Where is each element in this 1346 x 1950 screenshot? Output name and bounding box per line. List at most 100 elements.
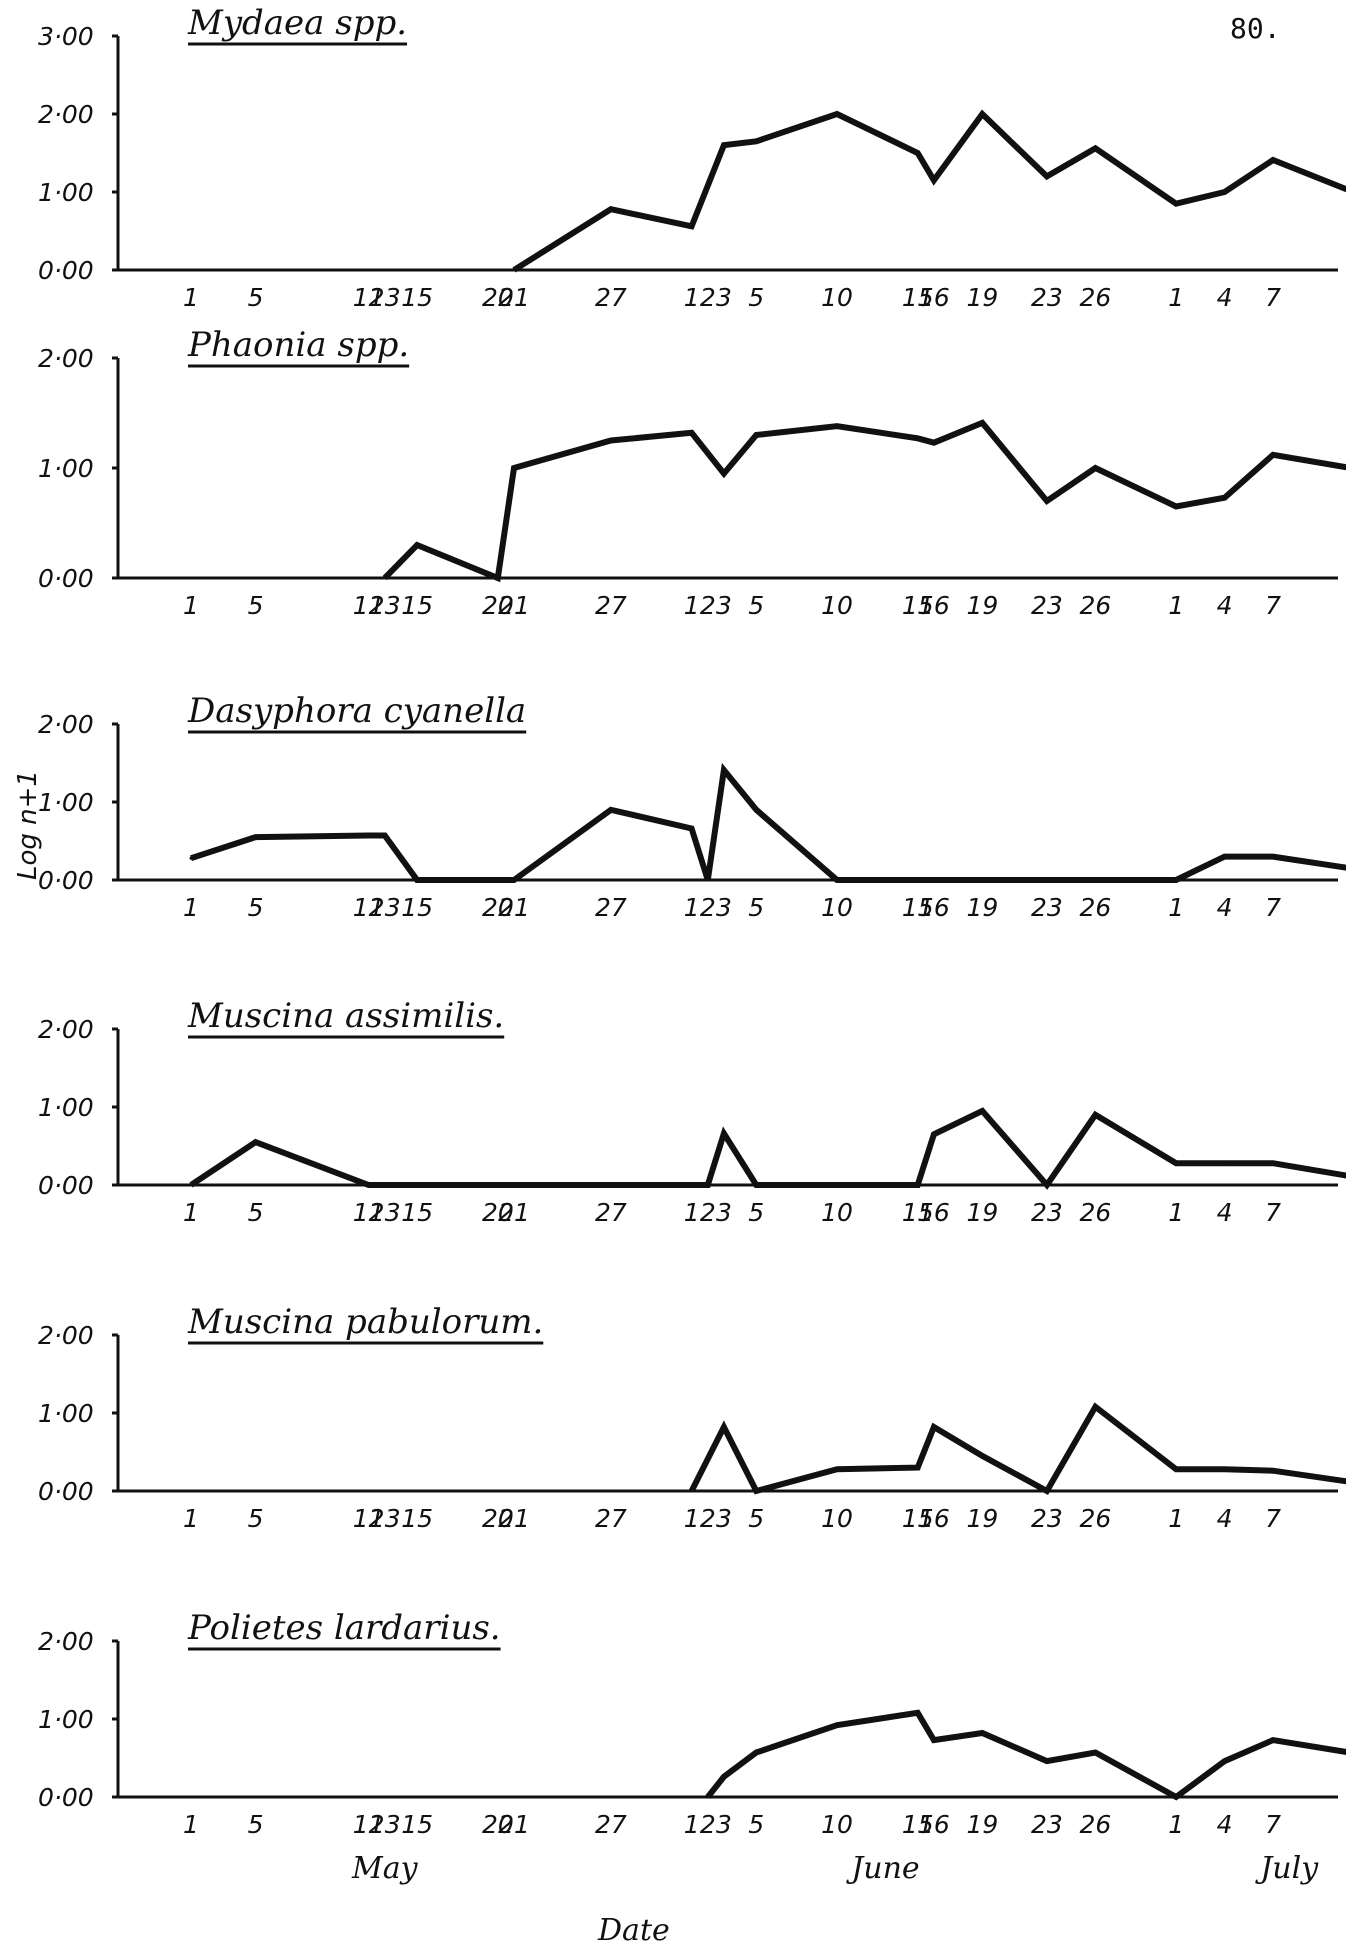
x-tick-label: 1 — [183, 1810, 199, 1839]
panel-title: Dasyphora cyanella — [187, 691, 526, 731]
data-point — [932, 1425, 936, 1429]
x-tick-label: 26 — [1079, 1810, 1111, 1839]
x-tick-label: 21 — [498, 283, 530, 312]
x-tick-label: 3 — [716, 1504, 732, 1533]
data-point — [754, 1489, 758, 1493]
y-tick-label: 1·00 — [38, 1399, 94, 1428]
data-point — [932, 1738, 936, 1742]
x-tick-label: 10 — [821, 283, 853, 312]
x-tick-label: 5 — [248, 1504, 264, 1533]
data-point — [706, 878, 710, 882]
x-tick-label: 1 — [183, 283, 199, 312]
data-point — [1093, 1113, 1097, 1117]
series-line — [189, 1107, 1346, 1190]
y-tick-label: 2·00 — [38, 1627, 94, 1656]
x-tick-label: 19 — [966, 283, 998, 312]
x-tick-label: 16 — [918, 283, 950, 312]
data-point — [1271, 1738, 1275, 1742]
y-tick-label: 2·00 — [38, 100, 94, 129]
x-tick-label: 1 — [684, 1810, 700, 1839]
data-point — [1174, 1467, 1178, 1471]
data-point — [1174, 1161, 1178, 1165]
data-point — [1174, 202, 1178, 206]
data-point — [1093, 146, 1097, 150]
data-point — [980, 1454, 984, 1458]
x-tick-label: 15 — [902, 1198, 934, 1227]
x-tick-label: 15 — [902, 1810, 934, 1839]
x-tick-label: 23 — [1031, 1504, 1063, 1533]
x-tick-label: 19 — [966, 1504, 998, 1533]
x-tick-label: 20 — [482, 591, 514, 620]
y-tick-label: 0·00 — [38, 1477, 94, 1506]
y-tick-label: 0·00 — [38, 866, 94, 895]
x-tick-label: 7 — [1265, 591, 1281, 620]
x-tick-label: 26 — [1079, 893, 1111, 922]
x-tick-label: 3 — [716, 893, 732, 922]
series-line — [190, 762, 1346, 883]
x-tick-label: 27 — [595, 283, 627, 312]
x-tick-label: 2 — [700, 1504, 716, 1533]
month-labels: May June July — [351, 1851, 1319, 1886]
data-point — [1223, 496, 1227, 500]
data-point — [706, 1183, 710, 1187]
data-point — [690, 224, 694, 228]
x-tick-label: 21 — [498, 1810, 530, 1839]
x-tick-label: 15 — [401, 283, 433, 312]
x-tick-label: 1 — [684, 1504, 700, 1533]
x-tick-label: 3 — [716, 1198, 732, 1227]
x-tick-label: 19 — [966, 591, 998, 620]
data-point — [932, 178, 936, 182]
data-point — [916, 1711, 920, 1715]
y-tick-label: 2·00 — [38, 710, 94, 739]
x-tick-label: 23 — [1031, 591, 1063, 620]
data-point — [1271, 453, 1275, 457]
data-point — [383, 834, 387, 837]
data-point — [1174, 505, 1178, 508]
x-tick-label: 12 — [353, 591, 385, 620]
x-tick-label: 1 — [1168, 591, 1184, 620]
series-line — [382, 419, 1346, 583]
x-tick-label: 3 — [716, 283, 732, 312]
panel-title: Polietes lardarius. — [187, 1608, 501, 1648]
x-tick-label: 1 — [183, 1198, 199, 1227]
data-point — [835, 112, 839, 116]
data-point — [722, 1425, 726, 1429]
data-point — [722, 472, 726, 475]
x-tick-label: 19 — [966, 893, 998, 922]
data-point — [1093, 1751, 1097, 1754]
data-point — [916, 436, 920, 440]
data-point — [1045, 1759, 1049, 1763]
data-point — [189, 856, 193, 860]
x-tick-label: 1 — [1168, 283, 1184, 312]
x-tick-label: 5 — [248, 893, 264, 922]
x-tick-label: 7 — [1265, 893, 1281, 922]
x-tick-label: 16 — [918, 893, 950, 922]
x-tick-label: 2 — [700, 1198, 716, 1227]
x-tick-label: 10 — [821, 1198, 853, 1227]
series-line — [512, 109, 1346, 273]
x-tick-label: 4 — [1217, 1198, 1233, 1227]
x-tick-label: 3 — [716, 1810, 732, 1839]
data-point — [980, 421, 984, 425]
x-tick-label: 15 — [401, 591, 433, 620]
x-tick-label: 10 — [821, 591, 853, 620]
data-point — [512, 466, 516, 470]
x-tick-label: 7 — [1265, 283, 1281, 312]
x-tick-label: 15 — [902, 893, 934, 922]
data-point — [1093, 1405, 1097, 1409]
x-tick-label: 10 — [821, 1810, 853, 1839]
y-tick-label: 1·00 — [38, 454, 94, 483]
x-tick-label: 1 — [1168, 1504, 1184, 1533]
data-point — [932, 441, 936, 445]
x-tick-label: 5 — [748, 893, 764, 922]
data-point — [1045, 499, 1049, 503]
x-tick-label: 21 — [498, 1198, 530, 1227]
data-point — [1045, 1183, 1049, 1187]
data-point — [415, 543, 419, 547]
x-tick-label: 26 — [1079, 1504, 1111, 1533]
y-tick-label: 0·00 — [38, 256, 94, 285]
y-tick-label: 1·00 — [38, 178, 94, 207]
x-tick-label: 26 — [1079, 283, 1111, 312]
y-tick-label: 2·00 — [38, 344, 94, 373]
